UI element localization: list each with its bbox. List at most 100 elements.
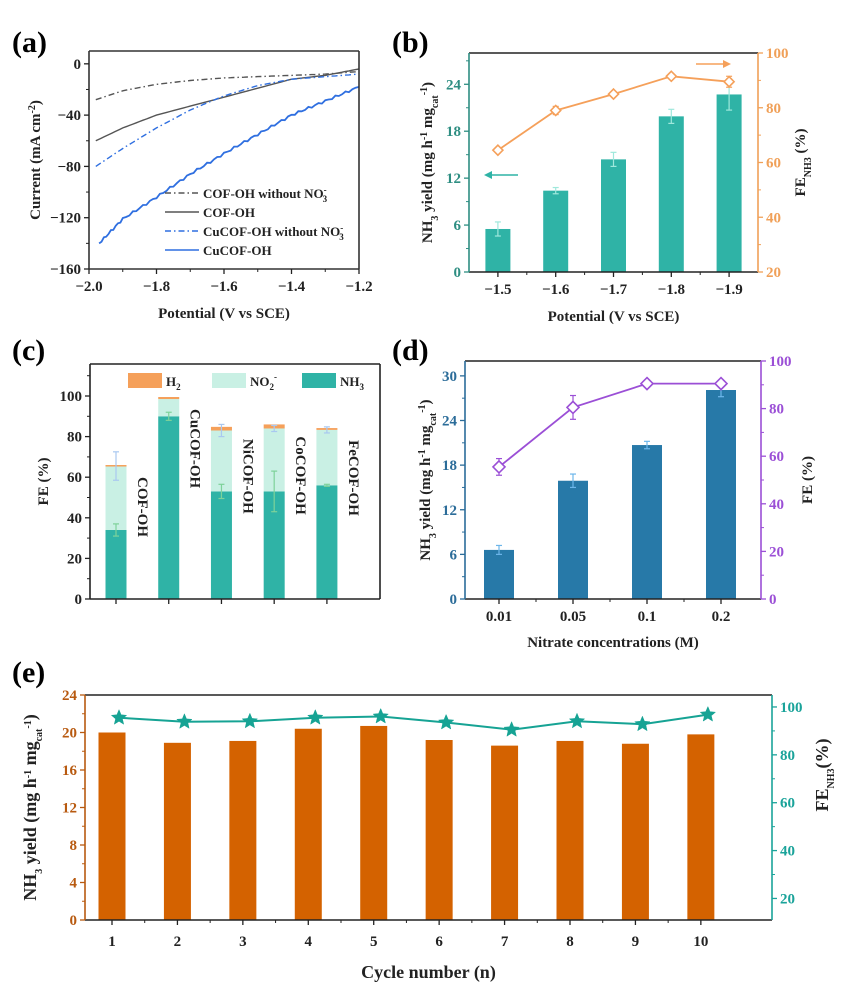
y-axis-label-left: NH3 yield (mg h-1 mgcat-1) xyxy=(417,399,439,560)
label-part: Current (mA cm xyxy=(28,113,44,220)
data-point-diamond xyxy=(722,75,736,88)
label-part: NH xyxy=(420,220,436,243)
x-tick-label: 0.2 xyxy=(712,609,731,625)
bar xyxy=(658,116,684,272)
label-part: FE (%) xyxy=(36,458,52,506)
x-tick-label: 0.05 xyxy=(560,609,586,625)
bar xyxy=(621,743,649,920)
x-axis-label: Potential (V vs SCE) xyxy=(158,306,290,322)
x-axis-label: Potential (V vs SCE) xyxy=(548,309,680,325)
x-tick-label: 1 xyxy=(108,934,116,950)
y-tick-label: 0 xyxy=(450,592,458,608)
data-point-diamond xyxy=(565,400,581,415)
label-part: NH3 xyxy=(826,768,837,788)
panel-b-label: (b) xyxy=(392,26,429,59)
y-tick-label: 40 xyxy=(766,210,781,226)
y-tick-label: 30 xyxy=(442,369,457,385)
y-tick-label: 24 xyxy=(442,414,458,430)
bar xyxy=(558,480,588,599)
y-tick-label: 18 xyxy=(442,458,457,474)
category-label: FeCOF-OH xyxy=(345,440,361,516)
panel-a-chart: 0 −40 −80 −120 −160−2.0 −1.8 −1.6 −1.4 −1.2 Poten… xyxy=(27,50,373,322)
bar-nh3 xyxy=(158,416,180,599)
y-tick-label: 12 xyxy=(442,503,457,519)
fe-line xyxy=(498,382,721,468)
y-tick-label: 60 xyxy=(67,470,82,486)
data-point-star xyxy=(503,721,520,737)
panel-d-chart: 0 6 12 18 24 30 0 20 40 60 80 100 0.01 0.05 0.1 0.2 Nitr… xyxy=(417,354,817,651)
category-label: CuCOF-OH xyxy=(187,409,203,489)
label-part: NH xyxy=(418,538,434,561)
y-tick-label: −160 xyxy=(50,262,81,278)
x-tick-label: 6 xyxy=(435,934,443,950)
legend-text: CuCOF-OH xyxy=(203,243,272,258)
x-tick-label: 3 xyxy=(239,934,247,950)
y-tick-label: 0 xyxy=(769,592,777,608)
panel-b-chart: 0 6 12 18 24 20 40 60 80 100 −1.5 −1.6 −1.7 −1.8 −1.9 P… xyxy=(419,46,814,325)
y-tick-label: 60 xyxy=(769,449,784,465)
x-tick-label: 4 xyxy=(305,934,313,950)
panel-e-label: (e) xyxy=(12,656,45,689)
legend-text: NH xyxy=(340,374,360,389)
data-point-diamond xyxy=(607,87,620,101)
y-tick-label: −120 xyxy=(50,211,81,227)
legend-text: H xyxy=(166,374,176,389)
label-part: yield (mg h xyxy=(420,139,436,215)
legend-text: NO xyxy=(250,374,270,389)
panel-c-chart: COF-OH CuCOF-OH NiCOF-OH CoCOF-OH FeCOF-OH 0 2… xyxy=(36,363,381,608)
y-tick-label: 12 xyxy=(446,171,461,187)
x-tick-label: −1.5 xyxy=(484,282,511,298)
y-tick-label: 60 xyxy=(766,156,781,172)
data-point-star xyxy=(568,712,586,729)
data-point-star xyxy=(110,709,128,725)
bar xyxy=(484,549,514,599)
panel-c-label: (c) xyxy=(12,334,45,367)
y-tick-label: 6 xyxy=(450,547,458,563)
x-axis-label: Cycle number (n) xyxy=(361,962,496,983)
y-tick-label: 40 xyxy=(780,844,795,860)
label-part: -1 xyxy=(417,449,428,457)
x-tick-label: −1.9 xyxy=(715,282,742,298)
y-tick-label: 100 xyxy=(60,389,83,405)
legend-text: CuCOF-OH without NO xyxy=(203,224,340,239)
bar-nh3 xyxy=(316,485,338,599)
legend-entry: H2 xyxy=(166,374,181,392)
label-part: ) xyxy=(28,100,44,105)
y-tick-label: 0 xyxy=(454,265,462,281)
label-part: -1 xyxy=(417,404,428,412)
bar xyxy=(543,190,569,272)
y-tick-label: 16 xyxy=(62,763,78,779)
y-tick-label: 24 xyxy=(62,688,78,704)
data-point-diamond xyxy=(491,144,505,157)
legend-sup: - xyxy=(340,223,343,233)
bar xyxy=(360,725,388,920)
label-part: ) xyxy=(418,399,434,404)
label-part: mg xyxy=(20,741,40,770)
label-part: 3 xyxy=(430,216,441,221)
y-tick-label: 24 xyxy=(446,77,462,93)
legend-text: COF-OH xyxy=(203,205,255,220)
x-tick-label: −1.8 xyxy=(658,282,685,298)
y-tick-label: 100 xyxy=(766,46,789,62)
y-tick-label: 80 xyxy=(780,748,795,764)
y-axis-label-left: NH3 yield (mg h-1 mgcat-1) xyxy=(20,714,45,900)
category-label: CoCOF-OH xyxy=(292,436,308,515)
data-point-diamond xyxy=(639,376,655,391)
y-tick-label: 80 xyxy=(769,402,784,418)
bar-no2 xyxy=(105,466,127,530)
legend-entry: NO2- xyxy=(250,372,277,392)
x-axis-label: Nitrate concentrations (M) xyxy=(527,635,699,651)
legend-sub: 2 xyxy=(270,382,275,392)
bar xyxy=(687,734,715,920)
y-tick-label: 20 xyxy=(766,265,781,281)
legend-sub: 3 xyxy=(339,232,344,242)
label-part: mg xyxy=(420,108,436,132)
y-tick-label: 0 xyxy=(74,57,82,73)
x-tick-label: 2 xyxy=(174,934,182,950)
data-point-star xyxy=(307,709,324,725)
y-tick-label: 40 xyxy=(769,497,784,513)
x-tick-label: −2.0 xyxy=(75,279,102,295)
bar-nh3 xyxy=(263,491,285,599)
